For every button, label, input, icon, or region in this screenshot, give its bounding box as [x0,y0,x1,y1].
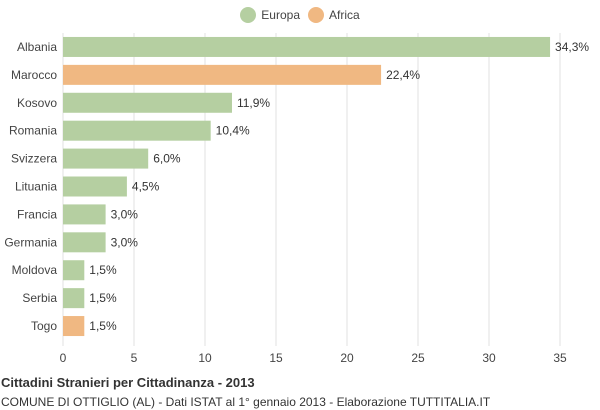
x-tick-label-15: 15 [269,351,283,365]
category-label-marocco: Marocco [11,68,57,82]
bar-marocco [63,64,382,85]
legend-swatch-africa [308,7,324,23]
x-tick-label-10: 10 [198,351,212,365]
grid-lines [62,33,561,346]
x-tick-label-0: 0 [60,351,67,365]
bars [63,36,551,337]
legend-swatch-europa [240,7,257,23]
bar-kosovo [63,92,232,113]
value-label-lituania: 4,5% [132,180,160,194]
bar-serbia [63,288,85,309]
x-tick-label-25: 25 [411,351,425,365]
category-label-romania: Romania [9,124,57,138]
legend-label-europa: Europa [261,8,300,22]
value-label-francia: 3,0% [111,207,139,221]
x-tick-label-30: 30 [482,351,496,365]
value-label-svizzera: 6,0% [153,152,181,166]
value-label-germania: 3,0% [111,235,139,249]
value-label-albania: 34,3% [555,40,589,54]
legend-item-africa[interactable]: Africa [308,7,360,23]
legend: Europa Africa [0,7,600,23]
bar-romania [63,120,211,141]
legend-item-europa[interactable]: Europa [240,7,300,23]
category-label-francia: Francia [17,207,57,221]
bar-togo [63,316,85,337]
value-labels: 34,3% 22,4% 11,9% 10,4% 6,0% 4,5% 3,0% 3,0% 1,5%… [89,40,589,333]
value-label-kosovo: 11,9% [237,96,270,110]
bar-albania [63,36,551,57]
category-label-germania: Germania [4,235,57,249]
bar-moldova [63,260,85,281]
category-label-albania: Albania [17,40,57,54]
category-label-kosovo: Kosovo [17,96,57,110]
x-axis-ticks: 0 5 10 15 20 25 30 35 [60,351,567,365]
x-tick-label-5: 5 [131,351,138,365]
bar-lituania [63,176,127,197]
x-tick-label-20: 20 [340,351,354,365]
legend-label-africa: Africa [329,8,360,22]
bar-germania [63,232,106,253]
chart-title: Cittadini Stranieri per Cittadinanza - 2… [1,375,255,390]
chart-subtitle: COMUNE DI OTTIGLIO (AL) - Dati ISTAT al … [1,395,491,409]
value-label-togo: 1,5% [89,319,117,333]
bar-svizzera [63,148,149,169]
value-label-moldova: 1,5% [89,263,117,277]
category-label-togo: Togo [31,319,57,333]
value-label-romania: 10,4% [216,124,250,138]
category-label-serbia: Serbia [22,291,57,305]
value-label-marocco: 22,4% [386,68,420,82]
category-label-svizzera: Svizzera [11,152,57,166]
value-label-serbia: 1,5% [89,291,117,305]
category-label-moldova: Moldova [12,263,58,277]
category-label-lituania: Lituania [15,180,57,194]
category-labels: Albania Marocco Kosovo Romania Svizzera Litua… [4,40,57,333]
bar-francia [63,204,106,225]
x-tick-label-35: 35 [553,351,567,365]
